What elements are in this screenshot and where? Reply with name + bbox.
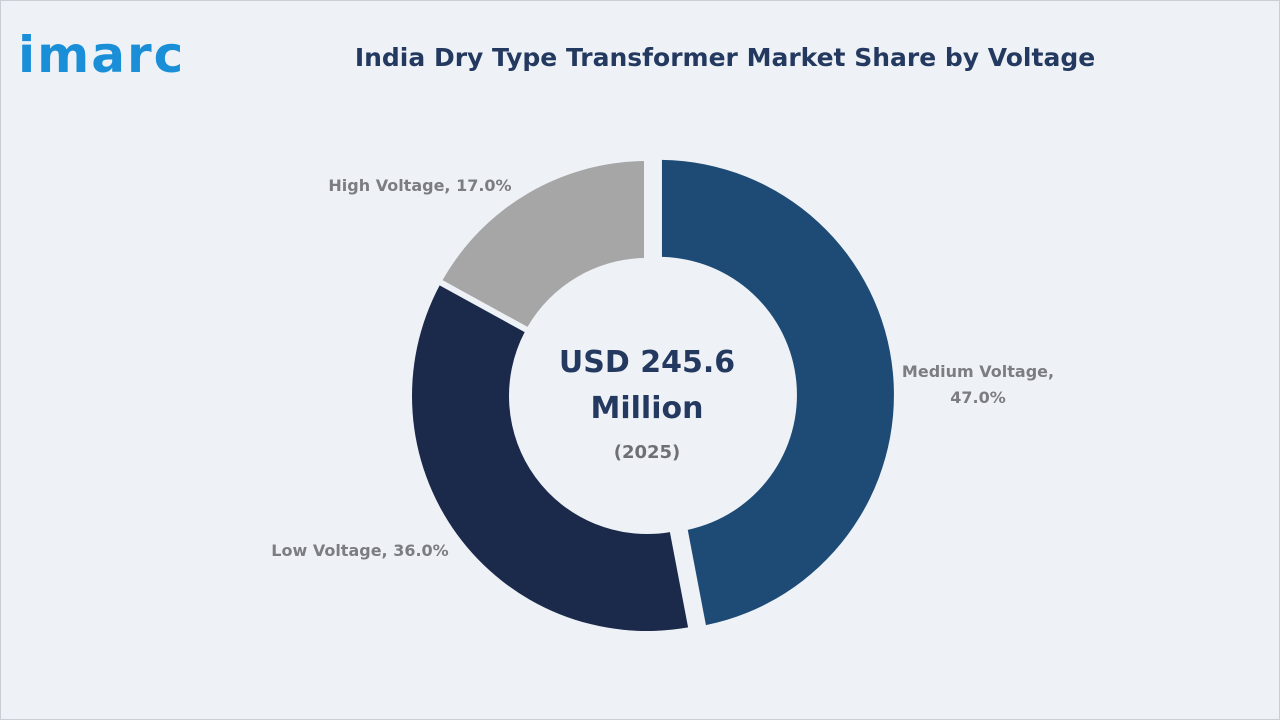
label-medium-voltage-line2: 47.0% (950, 388, 1006, 407)
center-value-line1: USD 245.6 (559, 345, 735, 380)
center-year: (2025) (614, 442, 681, 463)
label-high-voltage: High Voltage, 17.0% (328, 176, 511, 195)
slice-medium-voltage (661, 159, 894, 626)
imarc-logo: imarc (18, 26, 186, 84)
slice-low-voltage (412, 285, 689, 631)
chart-title: India Dry Type Transformer Market Share … (354, 43, 1096, 72)
donut-slices (412, 159, 894, 631)
label-low-voltage: Low Voltage, 36.0% (271, 541, 448, 560)
center-value-line2: Million (591, 391, 704, 426)
label-medium-voltage-line1: Medium Voltage, (902, 362, 1054, 381)
slice-high-voltage (442, 161, 645, 327)
